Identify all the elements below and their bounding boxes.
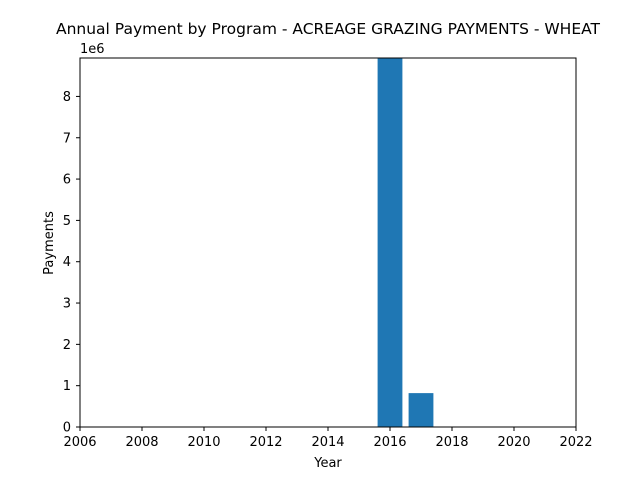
x-tick-label: 2012	[249, 435, 282, 450]
x-tick-label: 2016	[373, 435, 406, 450]
x-axis-label: Year	[313, 456, 342, 471]
y-axis-offset-text: 1e6	[80, 42, 105, 57]
x-tick-label: 2022	[559, 435, 592, 450]
y-tick-label: 5	[63, 214, 71, 229]
x-tick-label: 2010	[187, 435, 220, 450]
y-tick-label: 1	[63, 379, 71, 394]
y-tick-label: 0	[63, 421, 71, 436]
y-tick-label: 6	[63, 173, 71, 188]
y-tick-label: 8	[63, 90, 71, 105]
bar-2016	[377, 58, 403, 427]
x-tick-label: 2014	[311, 435, 344, 450]
y-tick-label: 4	[63, 255, 71, 270]
y-tick-label: 2	[63, 338, 71, 353]
x-tick-label: 2020	[497, 435, 530, 450]
bar-2017	[408, 393, 434, 427]
x-axis: 2006 2008 2010 2012 2014 2016 2018 2020 2022	[63, 427, 593, 450]
plot-frame	[79, 57, 577, 428]
y-axis: 0 1 2 3 4 5 6 7 8	[63, 90, 80, 436]
x-tick-label: 2008	[125, 435, 158, 450]
x-tick-label: 2018	[435, 435, 468, 450]
y-tick-label: 7	[63, 131, 71, 146]
y-tick-label: 3	[63, 297, 71, 312]
y-axis-label: Payments	[42, 211, 57, 275]
plot-area	[377, 58, 434, 427]
chart-title: Annual Payment by Program - ACREAGE GRAZ…	[56, 20, 601, 38]
x-tick-label: 2006	[63, 435, 96, 450]
